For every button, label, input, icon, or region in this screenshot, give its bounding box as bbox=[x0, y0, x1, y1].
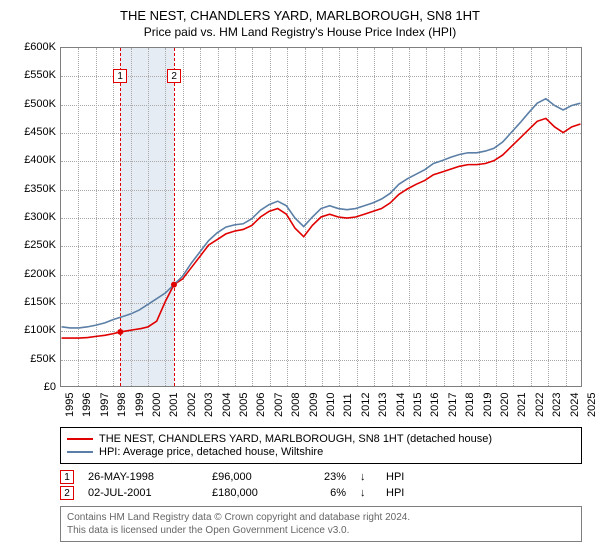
xtick-label: 2017 bbox=[447, 393, 453, 417]
xtick-label: 2016 bbox=[429, 393, 435, 417]
ytick-label: £300K bbox=[12, 211, 56, 223]
xtick-label: 1998 bbox=[116, 393, 122, 417]
sale-point bbox=[117, 329, 123, 335]
event-date: 02-JUL-2001 bbox=[88, 487, 198, 499]
chart-title: THE NEST, CHANDLERS YARD, MARLBOROUGH, S… bbox=[12, 8, 588, 23]
event-row: 2 02-JUL-2001 £180,000 6% ↓ HPI bbox=[60, 486, 582, 500]
xtick-label: 2003 bbox=[203, 393, 209, 417]
xtick-label: 2011 bbox=[342, 393, 348, 417]
series-red bbox=[62, 118, 581, 338]
down-arrow-icon: ↓ bbox=[360, 471, 372, 483]
xtick-label: 2007 bbox=[273, 393, 279, 417]
chart-lines bbox=[61, 48, 581, 386]
sale-point bbox=[171, 282, 177, 288]
ytick-label: £150K bbox=[12, 296, 56, 308]
xtick-label: 1999 bbox=[134, 393, 140, 417]
event-price: £96,000 bbox=[212, 471, 292, 483]
xtick-label: 2006 bbox=[255, 393, 261, 417]
ytick-label: £250K bbox=[12, 239, 56, 251]
event-pct: 23% bbox=[306, 471, 346, 483]
xtick-label: 1997 bbox=[99, 393, 105, 417]
ytick-label: £100K bbox=[12, 324, 56, 336]
xtick-label: 2023 bbox=[551, 393, 557, 417]
legend-row: THE NEST, CHANDLERS YARD, MARLBOROUGH, S… bbox=[67, 433, 575, 445]
xtick-label: 2014 bbox=[395, 393, 401, 417]
xtick-label: 2000 bbox=[151, 393, 157, 417]
event-marker: 2 bbox=[167, 69, 181, 83]
legend-label: HPI: Average price, detached house, Wilt… bbox=[99, 446, 323, 458]
event-pct: 6% bbox=[306, 487, 346, 499]
chart-container: THE NEST, CHANDLERS YARD, MARLBOROUGH, S… bbox=[0, 0, 600, 548]
xtick-label: 2013 bbox=[377, 393, 383, 417]
ytick-label: £0 bbox=[12, 381, 56, 393]
ytick-label: £600K bbox=[12, 41, 56, 53]
ytick-label: £450K bbox=[12, 126, 56, 138]
chart-area: 12 £0£50K£100K£150K£200K£250K£300K£350K£… bbox=[12, 43, 588, 423]
xtick-label: 2002 bbox=[186, 393, 192, 417]
xtick-label: 2009 bbox=[308, 393, 314, 417]
xtick-label: 2012 bbox=[360, 393, 366, 417]
xtick-label: 2010 bbox=[325, 393, 331, 417]
xtick-label: 1996 bbox=[81, 393, 87, 417]
xtick-label: 2024 bbox=[569, 393, 575, 417]
legend: THE NEST, CHANDLERS YARD, MARLBOROUGH, S… bbox=[60, 427, 582, 464]
xtick-label: 2015 bbox=[412, 393, 418, 417]
xtick-label: 2025 bbox=[586, 393, 592, 417]
title-block: THE NEST, CHANDLERS YARD, MARLBOROUGH, S… bbox=[12, 8, 588, 39]
xtick-label: 2022 bbox=[534, 393, 540, 417]
legend-row: HPI: Average price, detached house, Wilt… bbox=[67, 446, 575, 458]
xtick-label: 2001 bbox=[168, 393, 174, 417]
footer-attribution: Contains HM Land Registry data © Crown c… bbox=[60, 506, 582, 542]
ytick-label: £350K bbox=[12, 183, 56, 195]
xtick-label: 2004 bbox=[221, 393, 227, 417]
event-date: 26-MAY-1998 bbox=[88, 471, 198, 483]
xtick-label: 2021 bbox=[516, 393, 522, 417]
legend-label: THE NEST, CHANDLERS YARD, MARLBOROUGH, S… bbox=[99, 433, 492, 445]
legend-swatch bbox=[67, 438, 93, 440]
footer-line1: Contains HM Land Registry data © Crown c… bbox=[67, 511, 575, 524]
footer-line2: This data is licensed under the Open Gov… bbox=[67, 524, 575, 537]
ytick-label: £200K bbox=[12, 268, 56, 280]
ytick-label: £550K bbox=[12, 69, 56, 81]
plot-region: 12 bbox=[60, 47, 582, 387]
event-hpi: HPI bbox=[386, 487, 404, 499]
xtick-label: 2020 bbox=[499, 393, 505, 417]
down-arrow-icon: ↓ bbox=[360, 487, 372, 499]
xtick-label: 2005 bbox=[238, 393, 244, 417]
ytick-label: £50K bbox=[12, 353, 56, 365]
xtick-label: 1995 bbox=[64, 393, 70, 417]
event-marker: 1 bbox=[113, 69, 127, 83]
ytick-label: £400K bbox=[12, 154, 56, 166]
xtick-label: 2018 bbox=[464, 393, 470, 417]
event-price: £180,000 bbox=[212, 487, 292, 499]
xtick-label: 2019 bbox=[482, 393, 488, 417]
series-blue bbox=[62, 99, 581, 328]
xtick-label: 2008 bbox=[290, 393, 296, 417]
event-num: 2 bbox=[60, 486, 74, 500]
events-block: 1 26-MAY-1998 £96,000 23% ↓ HPI 2 02-JUL-2001 £1… bbox=[60, 470, 582, 500]
event-num: 1 bbox=[60, 470, 74, 484]
legend-swatch bbox=[67, 451, 93, 453]
event-hpi: HPI bbox=[386, 471, 404, 483]
event-row: 1 26-MAY-1998 £96,000 23% ↓ HPI bbox=[60, 470, 582, 484]
chart-subtitle: Price paid vs. HM Land Registry's House … bbox=[12, 25, 588, 39]
ytick-label: £500K bbox=[12, 98, 56, 110]
